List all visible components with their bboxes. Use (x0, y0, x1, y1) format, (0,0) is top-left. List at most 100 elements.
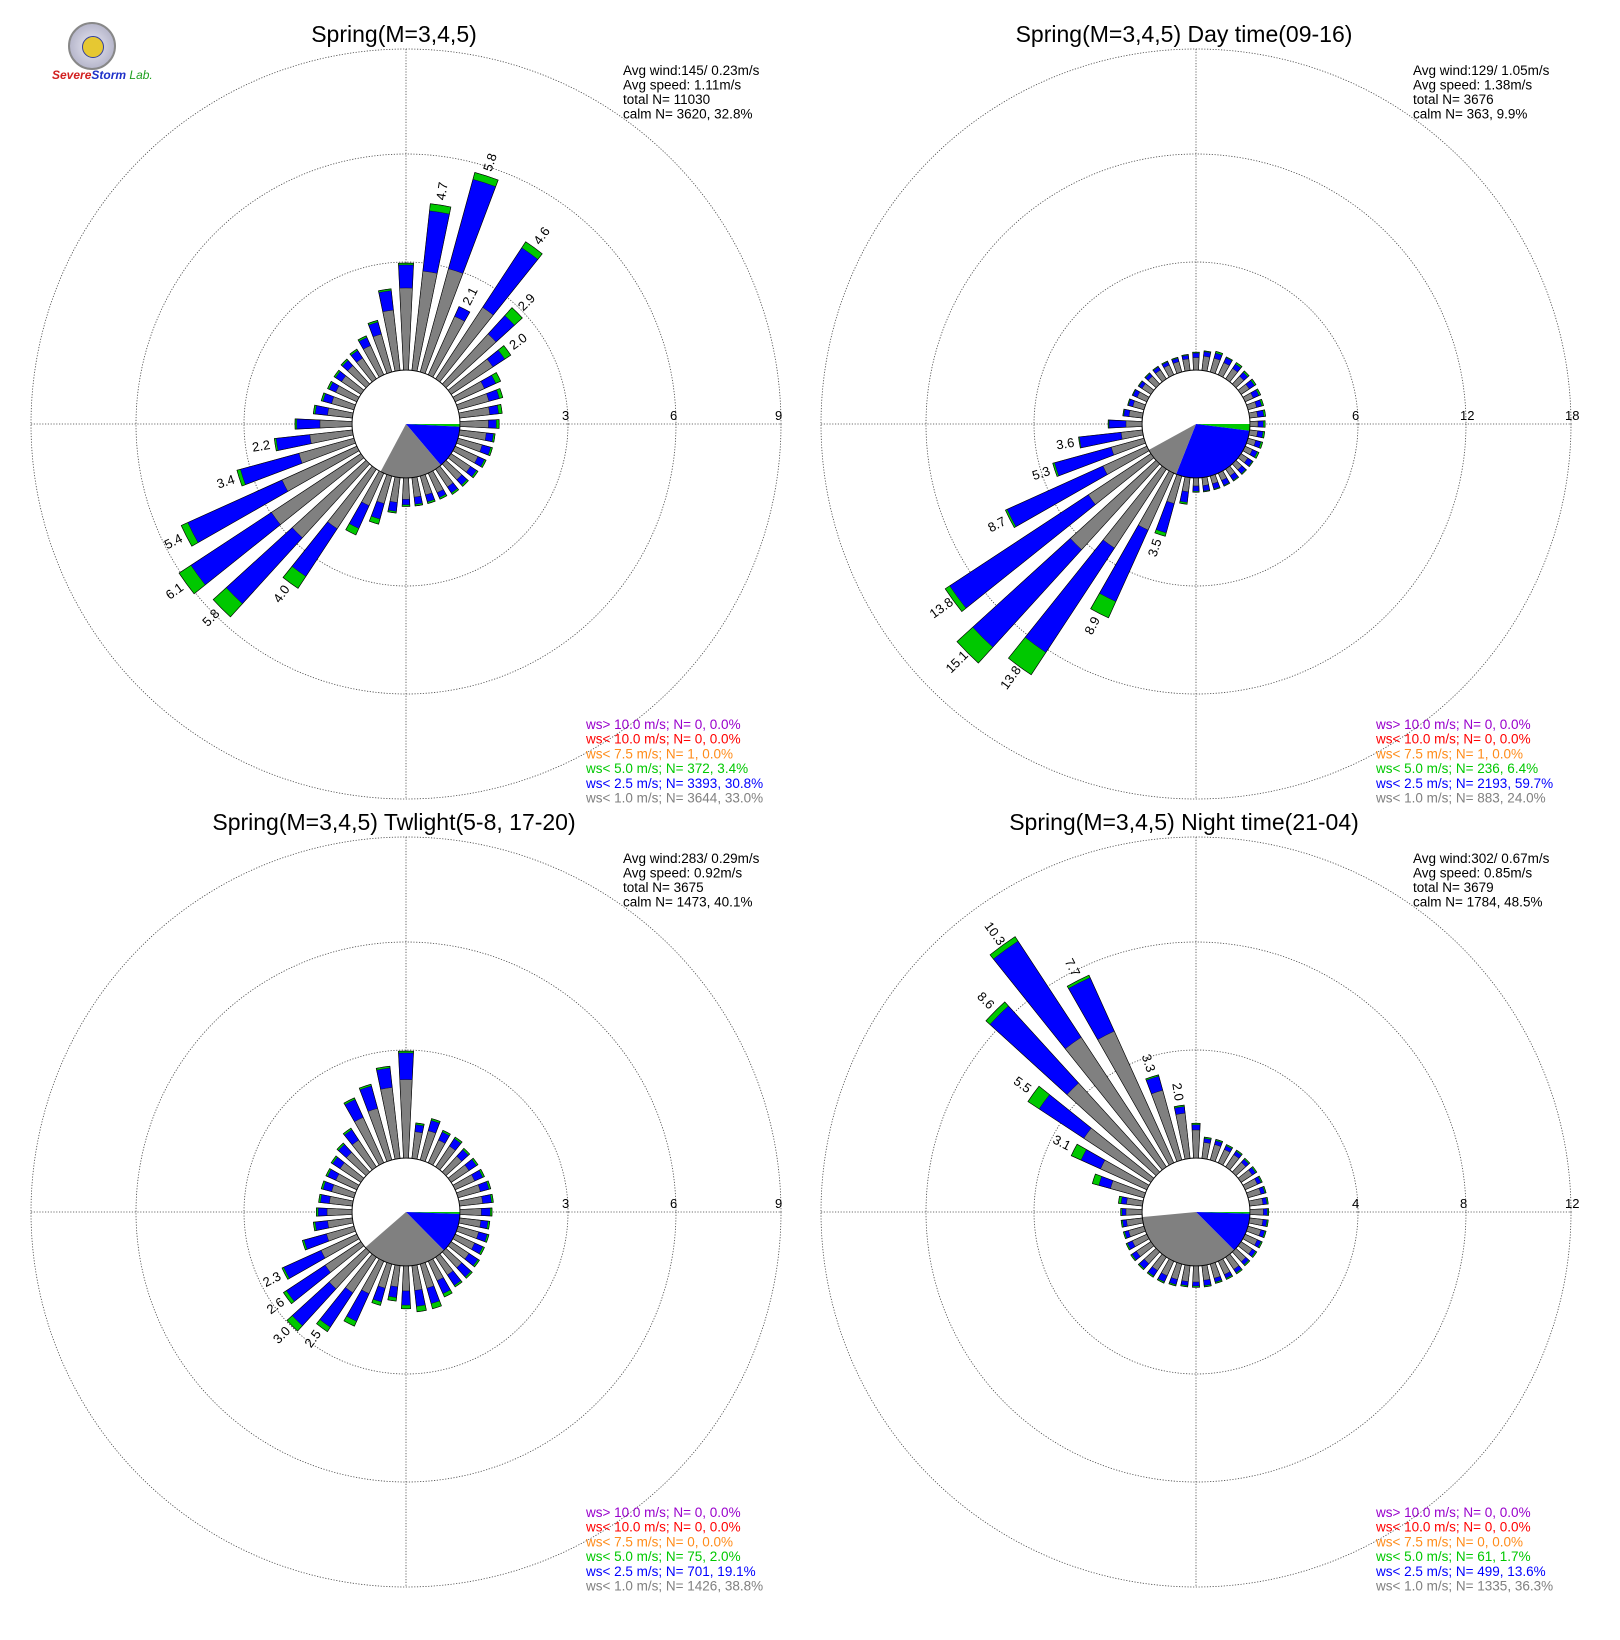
calm-pie-gray (1148, 424, 1196, 475)
bar-outline-63 (1242, 388, 1262, 403)
bar-outline-72 (456, 1180, 492, 1199)
bar-outline-99 (458, 1217, 491, 1230)
legend-entry: ws< 2.5 m/s; N= 499, 13.6% (1375, 1564, 1546, 1579)
bar-segment-360 (1192, 357, 1200, 371)
bar-outline-324 (342, 1127, 377, 1171)
calm-pie-gray (1142, 1212, 1235, 1267)
bar-segment-180 (401, 1290, 411, 1306)
calm-pie-blue (406, 1212, 460, 1251)
bar-label: 2.5 (301, 1327, 324, 1350)
calm-pie (1141, 369, 1251, 479)
range-ring (30, 836, 782, 1588)
bar-segment-270 (1121, 1208, 1127, 1216)
bar-outline-72 (1246, 1185, 1267, 1199)
bar-outline-90 (1249, 1208, 1269, 1216)
bar-outline-180 (1192, 1265, 1200, 1288)
bar-label: 5.5 (1011, 1073, 1034, 1096)
chart-title: Spring(M=3,4,5) Twlight(5-8, 17-20) (212, 809, 575, 835)
bar-outline-144 (435, 465, 460, 495)
bar-outline-306 (333, 369, 365, 395)
bar-outline-135 (441, 1247, 473, 1279)
bar-segment-360 (398, 1052, 414, 1080)
ring-label: 6 (670, 1196, 677, 1211)
bar-outline-288 (320, 1180, 356, 1199)
bar-outline-297 (325, 1168, 360, 1191)
bar-outline-333 (1161, 360, 1175, 378)
speed-legend: ws> 10.0 m/s; N= 0, 0.0%ws< 10.0 m/s; N=… (1375, 1505, 1553, 1594)
bar-outline-180 (401, 1265, 411, 1310)
stat-calm: calm N= 1473, 40.1% (623, 895, 752, 910)
bar-outline-243 (281, 1233, 360, 1280)
range-rings: 3 6 9 (30, 48, 782, 800)
bar-segment-270 (1125, 420, 1143, 428)
bar-outline-153 (427, 1258, 453, 1298)
bar-outline-144 (1225, 465, 1240, 482)
sector-bars: 3.15.58.610.37.73.32.0 (974, 919, 1269, 1288)
bar-outline-252 (1052, 437, 1146, 477)
bar-outline-288 (320, 392, 356, 411)
bar-label: 5.3 (1030, 463, 1052, 483)
legend-entry: ws> 10.0 m/s; N= 0, 0.0% (585, 1505, 741, 1520)
calm-pie-green (1196, 424, 1251, 431)
university-seal-icon (68, 22, 116, 70)
bar-outline-315 (336, 1142, 371, 1177)
lab-logo: SevereStorm Lab. (52, 22, 153, 84)
bar-segment-18 (1210, 1144, 1221, 1162)
bar-outline-18 (1209, 1138, 1224, 1162)
bar-outline-108 (1246, 437, 1264, 449)
bar-outline-261 (1120, 1217, 1144, 1228)
bar-outline-252 (236, 437, 356, 487)
bar-outline-99 (458, 429, 496, 443)
bar-segment-18 (448, 179, 496, 274)
bar-outline-198 (1168, 1262, 1183, 1287)
bar-label: 2.1 (459, 285, 481, 308)
bar-outline-135 (1231, 1247, 1251, 1267)
ring-label: 9 (775, 408, 782, 423)
bar-outline-342 (367, 319, 393, 374)
bar-label: 8.9 (1081, 614, 1103, 637)
calm-pie-gray (380, 424, 441, 478)
windrose-panel-spring-twilight: 3 6 9 2.5 3.0 2.6 2.3 Spring(M=3,4,5) Twlight(5… (30, 809, 782, 1594)
bar-segment-90 (1263, 1208, 1268, 1216)
bar-segment-180 (1192, 485, 1200, 492)
bar-outline-126 (447, 453, 479, 479)
bar-segment-180 (402, 499, 410, 505)
range-rings: 4 8 12 (820, 836, 1579, 1588)
bar-label: 4.6 (530, 224, 553, 247)
bar-outline-234 (944, 453, 1155, 613)
bar-outline-261 (1078, 429, 1144, 449)
bar-outline-279 (312, 404, 354, 419)
bar-segment-90 (481, 1207, 491, 1217)
bar-segment-351 (378, 290, 394, 312)
bar-outline-153 (1217, 470, 1231, 487)
bar-outline-207 (1090, 470, 1175, 619)
bar-outline-360 (1192, 351, 1200, 371)
bar-outline-225 (212, 459, 371, 618)
bar-segment-351 (376, 1067, 393, 1090)
bar-outline-108 (1246, 1225, 1267, 1239)
bar-outline-126 (1237, 453, 1254, 468)
legend-entry: ws< 5.0 m/s; N= 75, 2.0% (585, 1549, 741, 1564)
ring-label: 18 (1565, 408, 1579, 423)
legend-entry: ws< 5.0 m/s; N= 372, 3.4% (585, 761, 748, 776)
bar-outline-189 (1179, 476, 1191, 505)
bar-outline-207 (343, 1258, 385, 1327)
bar-segment-360 (398, 264, 414, 289)
bar-segment-9 (422, 210, 450, 274)
bar-outline-144 (1225, 1253, 1243, 1275)
bar-outline-252 (1122, 1225, 1146, 1240)
legend-entry: ws< 7.5 m/s; N= 0, 0.0% (1375, 1534, 1523, 1549)
bar-outline-171 (1201, 1264, 1212, 1288)
bar-outline-216 (316, 1253, 377, 1333)
stat-total: total N= 11030 (623, 92, 710, 107)
bar-outline-45 (441, 307, 523, 389)
bar-outline-135 (441, 459, 469, 487)
bar-outline-36 (435, 1136, 463, 1171)
bar-outline-171 (411, 1264, 427, 1313)
bar-label: 8.7 (985, 514, 1008, 536)
bar-outline-18 (419, 1118, 441, 1162)
bar-outline-270 (1120, 1208, 1143, 1216)
bar-outline-261 (312, 1217, 354, 1232)
